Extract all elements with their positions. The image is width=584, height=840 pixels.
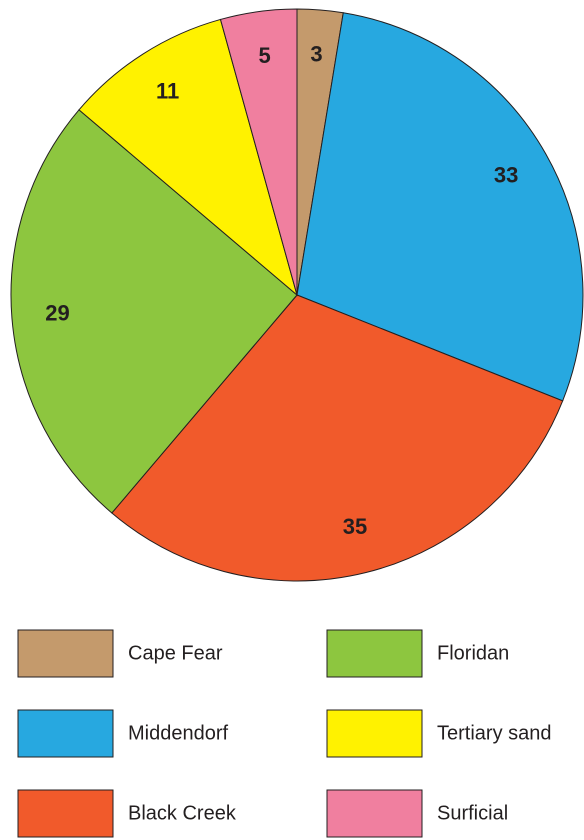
legend-label: Cape Fear [128, 642, 223, 664]
slice-label: 5 [258, 43, 270, 68]
legend-swatch [326, 789, 423, 838]
slice-label: 35 [343, 514, 367, 539]
legend-label: Floridan [437, 642, 509, 664]
legend-swatch [17, 629, 114, 678]
legend-label: Black Creek [128, 802, 237, 824]
pie-slice [111, 294, 564, 582]
slice-label: 29 [45, 300, 69, 325]
legend-swatch [326, 629, 423, 678]
slice-label: 33 [494, 163, 518, 188]
pie-slice [10, 109, 298, 514]
pie-slice [78, 18, 298, 297]
pie-slice [219, 8, 298, 296]
legend-label: Surficial [437, 802, 508, 824]
slice-label: 3 [310, 41, 322, 66]
legend-label: Middendorf [128, 722, 229, 744]
legend-swatch [17, 709, 114, 758]
legend-swatch [326, 709, 423, 758]
slice-label: 11 [156, 78, 179, 103]
legend-label: Tertiary sand [437, 722, 552, 744]
legend-swatch [17, 789, 114, 838]
pie-slice [296, 12, 584, 402]
